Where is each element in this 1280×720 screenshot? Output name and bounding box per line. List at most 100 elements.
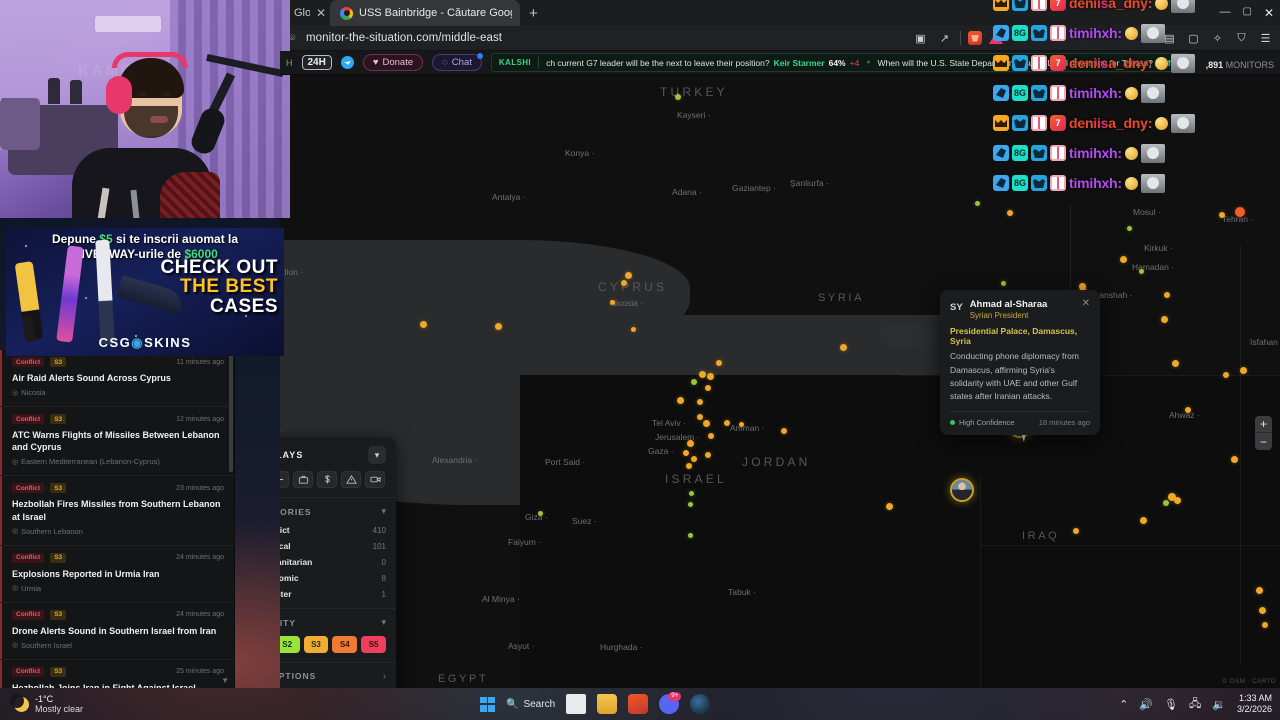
chevron-down-icon[interactable]: ▼	[221, 676, 229, 685]
map-event-dot[interactable]	[1007, 210, 1013, 216]
share-icon[interactable]: ↗	[939, 32, 950, 45]
feed-item[interactable]: Conflict S3 25 minutes ago Hezbollah Joins …	[0, 659, 234, 688]
map-event-dot[interactable]	[675, 94, 681, 100]
chevron-right-icon[interactable]: ›	[383, 671, 386, 681]
brave-shields-icon[interactable]	[968, 31, 982, 45]
chevron-down-icon[interactable]: ▾	[368, 446, 386, 464]
map-event-dot[interactable]	[494, 322, 502, 330]
map-event-dot[interactable]	[687, 532, 693, 538]
map-event-dot[interactable]	[698, 370, 706, 378]
triangle-icon[interactable]	[989, 32, 1003, 44]
map-event-dot[interactable]	[1262, 622, 1268, 628]
map-event-dot[interactable]	[1000, 280, 1006, 286]
donate-button[interactable]: ♥ Donate	[362, 54, 424, 71]
severity-button-s5[interactable]: S5	[361, 636, 386, 653]
categories-header[interactable]: CATEGORIES ▾	[280, 498, 396, 522]
map-event-dot[interactable]	[1163, 500, 1169, 506]
map-event-dot[interactable]	[683, 450, 689, 456]
map-event-dot[interactable]	[1126, 225, 1132, 231]
zoom-out-button[interactable]: −	[1259, 434, 1267, 449]
telegram-icon[interactable]	[340, 56, 354, 69]
scrollbar[interactable]	[229, 352, 233, 472]
map-event-dot[interactable]	[1139, 516, 1147, 524]
severity-button-s4[interactable]: S4	[332, 636, 358, 653]
category-row-conflict[interactable]: Conflict 410	[280, 522, 396, 538]
market-ticker[interactable]: KALSHI ch current G7 leader will be the …	[490, 53, 1190, 72]
briefcase-icon[interactable]	[293, 471, 313, 488]
address-bar[interactable]: ⌾ monitor-the-situation.com/middle-east …	[280, 26, 1280, 51]
map-event-dot[interactable]	[1230, 455, 1238, 463]
map-event-dot[interactable]	[621, 280, 627, 286]
feed-item[interactable]: Conflict S3 24 minutes ago Explosions Repor…	[0, 545, 234, 603]
sidebar-icon[interactable]: ▤	[1164, 32, 1175, 45]
zoom-in-button[interactable]: +	[1255, 416, 1272, 433]
ticker-item[interactable]: When will the U.S. State Department issu…	[878, 58, 1189, 68]
map-event-dot[interactable]	[1078, 282, 1086, 290]
map-event-dot[interactable]	[537, 510, 543, 516]
map-event-dot[interactable]	[419, 320, 427, 328]
map-event-dot[interactable]	[738, 421, 744, 427]
vpn-icon[interactable]: ⛉	[1237, 31, 1246, 44]
map-canvas[interactable]: TURKEY CYPRUS SYRIA ISRAEL JORDAN IRAQ EGYPT K…	[280, 75, 1280, 688]
map-event-dot[interactable]	[1164, 292, 1170, 298]
page-info-icon[interactable]: ⌾	[289, 32, 296, 44]
clock[interactable]: 1:33 AM 3/2/2026	[1237, 693, 1272, 715]
map-event-dot[interactable]	[686, 463, 692, 469]
map-event-dot[interactable]	[697, 414, 703, 420]
volume-icon[interactable]: 🔊	[1139, 698, 1154, 711]
time-range-button[interactable]: 24H	[301, 55, 332, 70]
file-explorer-icon[interactable]	[597, 694, 618, 714]
map-event-dot[interactable]	[1119, 255, 1127, 263]
weather-widget[interactable]: -1°C Mostly clear	[0, 693, 83, 715]
cast-icon[interactable]: ⛶	[1141, 31, 1150, 44]
category-row-political[interactable]: Political 101	[280, 538, 396, 554]
severity-header[interactable]: SEVERITY ▾	[280, 609, 396, 633]
map-event-dot[interactable]	[839, 343, 847, 351]
map-event-dot[interactable]	[687, 501, 693, 507]
menu-icon[interactable]: ☰	[1260, 32, 1271, 45]
severity-button-s2[interactable]: S2	[280, 636, 300, 653]
map-event-dot[interactable]	[702, 419, 710, 427]
map-event-dot[interactable]	[1171, 359, 1179, 367]
map-zoom-controls[interactable]: + −	[1255, 416, 1272, 450]
map-event-dot[interactable]	[686, 439, 694, 447]
feed-item[interactable]: Conflict S3 24 minutes ago Drone Alerts Sou…	[0, 602, 234, 660]
map-event-dot[interactable]	[1185, 407, 1191, 413]
news-feed-sidebar[interactable]: Conflict S3 11 minutes ago Air Raid Alerts …	[0, 350, 235, 688]
chevron-up-icon[interactable]: ⌃	[1119, 698, 1129, 711]
map-event-dot[interactable]	[716, 360, 722, 366]
map-event-dot[interactable]	[1160, 315, 1168, 323]
military-icon[interactable]	[280, 471, 289, 488]
map-event-dot[interactable]	[697, 399, 703, 405]
map-event-dot[interactable]	[705, 452, 711, 458]
map-event-dot[interactable]	[781, 428, 787, 434]
close-icon[interactable]: ✕	[1081, 298, 1090, 309]
map-event-dot[interactable]	[705, 385, 711, 391]
alert-icon[interactable]	[341, 471, 361, 488]
map-avatar-marker-leader[interactable]	[950, 478, 974, 502]
windows-start-icon[interactable]	[480, 696, 495, 712]
steam-icon[interactable]	[690, 694, 711, 714]
map-event-dot[interactable]	[1258, 606, 1266, 614]
map-event-dot[interactable]	[1219, 212, 1225, 218]
taskbar-search[interactable]: 🔍 Search	[506, 699, 555, 710]
map-event-dot[interactable]	[885, 502, 893, 510]
minimize-icon[interactable]: —	[1219, 6, 1231, 18]
map-event-dot[interactable]	[688, 490, 694, 496]
microphone-icon[interactable]: 🎙	[1164, 698, 1178, 711]
map-options-row[interactable]: MAP OPTIONS ›	[280, 663, 396, 688]
map-event-dot[interactable]	[1073, 528, 1079, 534]
maximize-icon[interactable]: ▢	[1242, 6, 1252, 17]
chat-button[interactable]: ◌ Chat	[432, 53, 483, 71]
map-event-dot[interactable]	[706, 372, 714, 380]
map-event-dot[interactable]	[1239, 366, 1247, 374]
category-row-economic[interactable]: Economic 8	[280, 570, 396, 586]
map-event-dot[interactable]	[1223, 372, 1229, 378]
chevron-down-icon[interactable]: ▾	[381, 617, 386, 627]
close-icon[interactable]: ✕	[1263, 6, 1274, 20]
video-icon[interactable]	[365, 471, 385, 488]
rewards-icon[interactable]: ✧	[1212, 32, 1223, 45]
category-row-disaster[interactable]: Disaster 1	[280, 586, 396, 602]
split-view-icon[interactable]: ▣	[915, 32, 926, 45]
map-event-dot[interactable]	[1173, 496, 1181, 504]
